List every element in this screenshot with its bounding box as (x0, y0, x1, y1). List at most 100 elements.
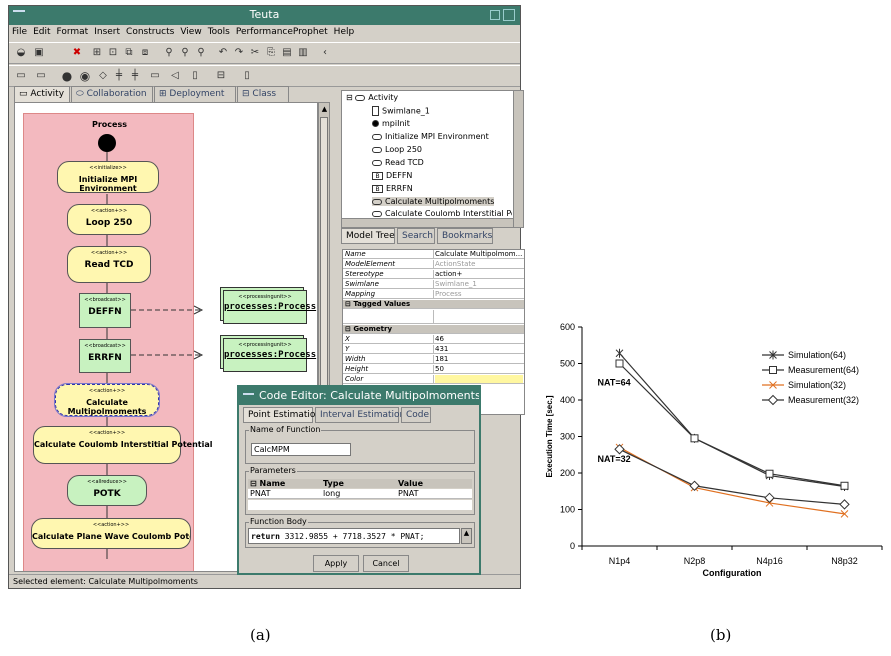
tab-deployment[interactable]: ⊞ Deployment (154, 86, 236, 102)
prop-row-height[interactable]: Height 50 (343, 365, 524, 374)
tree-vertical-scrollbar[interactable] (513, 91, 523, 227)
prop-section-tagged[interactable]: ⊟ Tagged Values (343, 300, 524, 309)
tab-class[interactable]: ⊟ Class (237, 86, 289, 102)
prop-row-mapping[interactable]: Mapping Process (343, 290, 524, 299)
node-potk[interactable]: <<allreduce>> POTK (67, 475, 147, 506)
processing-unit-1[interactable]: <<processingunit>> processes:Process (223, 290, 316, 324)
menu-tools[interactable]: Tools (207, 27, 230, 37)
back-icon[interactable]: ‹ (323, 47, 327, 58)
action-state-tool-icon[interactable]: ▭ (16, 70, 26, 81)
tree-item-activity[interactable]: ⊟ Activity (346, 93, 399, 102)
distribute-icon[interactable]: ⊡ (108, 47, 118, 58)
menu-performanceprophet[interactable]: PerformanceProphet (235, 27, 328, 37)
param-empty-row[interactable] (248, 500, 472, 510)
prop-row-y[interactable]: Y 431 (343, 345, 524, 354)
receive-signal-tool-icon[interactable]: ◁ (171, 70, 179, 81)
paste-icon[interactable]: ▤ (282, 47, 292, 58)
tab-collaboration[interactable]: ⬭ Collaboration (71, 86, 153, 102)
apply-button[interactable]: Apply (313, 555, 359, 572)
menu-file[interactable]: File (12, 27, 28, 37)
swimlane-tool-icon[interactable]: ⊟ (216, 70, 226, 81)
note-tool-icon[interactable]: ▯ (244, 70, 250, 81)
initial-state-tool-icon[interactable]: ● (61, 69, 73, 83)
node-loop-250[interactable]: <<action+>> Loop 250 (67, 204, 151, 235)
save-icon[interactable]: ▣ (34, 47, 44, 58)
copy-icon[interactable]: ⎘ (267, 47, 275, 58)
zoom-in-icon[interactable]: ⚲ (165, 47, 173, 58)
tree-item-mpiinit[interactable]: mpiInit (372, 119, 410, 128)
tree-item-swimlane[interactable]: Swimlane_1 (372, 106, 430, 116)
prop-row-width[interactable]: Width 181 (343, 355, 524, 364)
node-calculate-multipolmoments[interactable]: <<action+>> Calculate Multipolmoments (54, 383, 160, 417)
tab-code[interactable]: Code (401, 407, 431, 423)
tab-point-estimation[interactable]: Point Estimation (243, 407, 321, 423)
tree-item-readtcd[interactable]: Read TCD (372, 158, 424, 167)
body-scroll-up-icon[interactable]: ▲ (461, 528, 472, 544)
scroll-up-icon[interactable]: ▲ (321, 105, 328, 113)
prop-row-stereotype[interactable]: Stereotype action+ (343, 270, 524, 279)
x-tick-label: N1p4 (609, 556, 631, 566)
initial-node[interactable] (98, 134, 116, 152)
tab-model-tree[interactable]: Model Tree (341, 228, 395, 244)
node-initialize-mpi[interactable]: <<initialize>> Initialize MPI Environmen… (57, 161, 159, 193)
cancel-button[interactable]: Cancel (363, 555, 409, 572)
tab-activity[interactable]: ▭ Activity (14, 86, 70, 102)
tree-horizontal-scrollbar[interactable] (342, 218, 513, 227)
menu-constructs[interactable]: Constructs (126, 27, 175, 37)
node-errfn[interactable]: <<broadcast>> ERRFN (79, 339, 131, 373)
code-editor-title[interactable]: Code Editor: Calculate Multipolmoments (239, 387, 479, 405)
menu-format[interactable]: Format (56, 27, 89, 37)
zoom-fit-icon[interactable]: ⚲ (197, 47, 205, 58)
prop-section-geometry[interactable]: ⊟ Geometry (343, 325, 524, 334)
maximize-icon[interactable] (503, 9, 515, 21)
delete-icon[interactable]: ✖ (72, 47, 82, 58)
menu-insert[interactable]: Insert (94, 27, 121, 37)
tree-item-coulomb[interactable]: Calculate Coulomb Interstitial Potent (372, 209, 512, 218)
node-calculate-coulomb-interstitial[interactable]: <<action+>> Calculate Coulomb Interstiti… (33, 426, 212, 464)
function-body-editor[interactable]: return 3312.9855 + 7718.3527 * PNAT; (248, 528, 460, 544)
prop-row-color[interactable]: Color (343, 375, 524, 384)
tab-search[interactable]: Search (397, 228, 435, 244)
param-row[interactable]: PNAT long PNAT (248, 489, 472, 499)
y-tick-label: 0 (570, 541, 575, 551)
final-state-tool-icon[interactable]: ◉ (79, 69, 91, 83)
subactivity-tool-icon[interactable]: ▭ (36, 70, 46, 81)
node-calculate-plane-wave[interactable]: <<action+>> Calculate Plane Wave Coulomb… (31, 518, 191, 549)
tree-item-initialize[interactable]: Initialize MPI Environment (372, 132, 489, 141)
fork-tool-icon[interactable]: ╪ (115, 70, 123, 81)
decision-tool-icon[interactable]: ◇ (99, 70, 107, 81)
join-tool-icon[interactable]: ╪ (131, 70, 139, 81)
tree-item-errfn[interactable]: B ERRFN (372, 184, 413, 193)
undo-icon[interactable]: ↶ (218, 47, 228, 58)
prop-row-name[interactable]: Name Calculate Multipolmom... (343, 250, 524, 259)
broadcast-tool-icon[interactable]: ▯ (192, 70, 198, 81)
node-read-tcd[interactable]: <<action+>> Read TCD (67, 246, 151, 283)
tree-item-deffn[interactable]: B DEFFN (372, 171, 412, 180)
prop-row-modelelement[interactable]: ModelElement ActionState (343, 260, 524, 269)
function-name-input[interactable] (251, 443, 351, 456)
cut-icon[interactable]: ✂ (250, 47, 260, 58)
trash-icon[interactable]: ▥ (298, 47, 308, 58)
menu-view[interactable]: View (180, 27, 202, 37)
redo-icon[interactable]: ↷ (234, 47, 244, 58)
group-icon[interactable]: ⧉ (125, 47, 133, 58)
ungroup-icon[interactable]: ⧈ (141, 47, 149, 58)
tab-bookmarks[interactable]: Bookmarks (437, 228, 493, 244)
open-icon[interactable]: ◒ (16, 47, 26, 58)
tree-item-multipolmoments[interactable]: Calculate Multipolmoments (372, 197, 495, 206)
send-signal-tool-icon[interactable]: ▭ (150, 70, 160, 81)
processing-unit-2[interactable]: <<processingunit>> processes:Process (223, 338, 316, 372)
window-menu-icon[interactable] (13, 10, 25, 19)
tree-item-loop[interactable]: Loop 250 (372, 145, 422, 154)
collapse-icon[interactable]: ⊟ (346, 93, 356, 102)
menu-edit[interactable]: Edit (33, 27, 51, 37)
prop-row-x[interactable]: X 46 (343, 335, 524, 344)
tab-interval-estimation[interactable]: Interval Estimation (315, 407, 405, 423)
prop-row-swimlane[interactable]: Swimlane Swimlane_1 (343, 280, 524, 289)
menu-help[interactable]: Help (333, 27, 355, 37)
zoom-out-icon[interactable]: ⚲ (181, 47, 189, 58)
title-bar[interactable]: Teuta (9, 6, 520, 25)
align-icon[interactable]: ⊞ (92, 47, 102, 58)
node-deffn[interactable]: <<broadcast>> DEFFN (79, 293, 131, 328)
minimize-icon[interactable] (490, 10, 500, 20)
